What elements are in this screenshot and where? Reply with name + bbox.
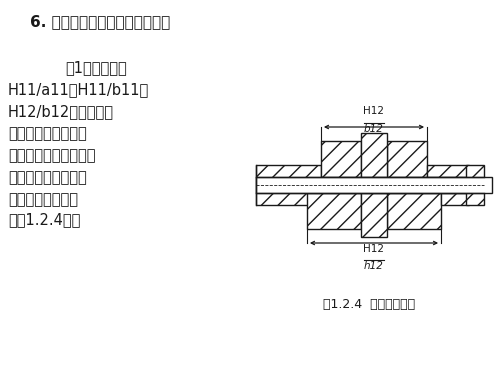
Text: H12: H12 [364, 106, 384, 116]
Bar [361, 133, 387, 177]
Text: h12: h12 [364, 261, 384, 271]
Bar [387, 193, 441, 229]
Bar [361, 193, 387, 237]
Text: 一般很少应用。如管: 一般很少应用。如管 [8, 171, 87, 186]
Bar [427, 165, 469, 177]
Text: 时要求大间隙的配合，: 时要求大间隙的配合， [8, 148, 96, 164]
Text: H11/a11、H11/b11、: H11/a11、H11/b11、 [8, 82, 149, 98]
Text: （图1.2.4）。: （图1.2.4）。 [8, 213, 81, 228]
Bar [387, 141, 427, 177]
Bar [256, 165, 321, 205]
Bar [441, 193, 469, 205]
Text: H12/b12：间隙特别: H12/b12：间隙特别 [8, 105, 114, 120]
Text: 图1.2.4  管道法兰连接: 图1.2.4 管道法兰连接 [323, 298, 415, 312]
Text: 大。用于高温和工作: 大。用于高温和工作 [8, 126, 87, 141]
Bar [466, 165, 484, 205]
Text: （1）间隙配合: （1）间隙配合 [65, 60, 127, 75]
Bar [307, 193, 361, 229]
Text: H12: H12 [364, 244, 384, 254]
Bar [256, 177, 492, 193]
Text: b12: b12 [364, 124, 384, 134]
Text: 6. 基孔制优先、常用配合的应用: 6. 基孔制优先、常用配合的应用 [30, 15, 170, 30]
Text: 道法兰连接的配合: 道法兰连接的配合 [8, 192, 78, 207]
Bar [321, 141, 361, 177]
